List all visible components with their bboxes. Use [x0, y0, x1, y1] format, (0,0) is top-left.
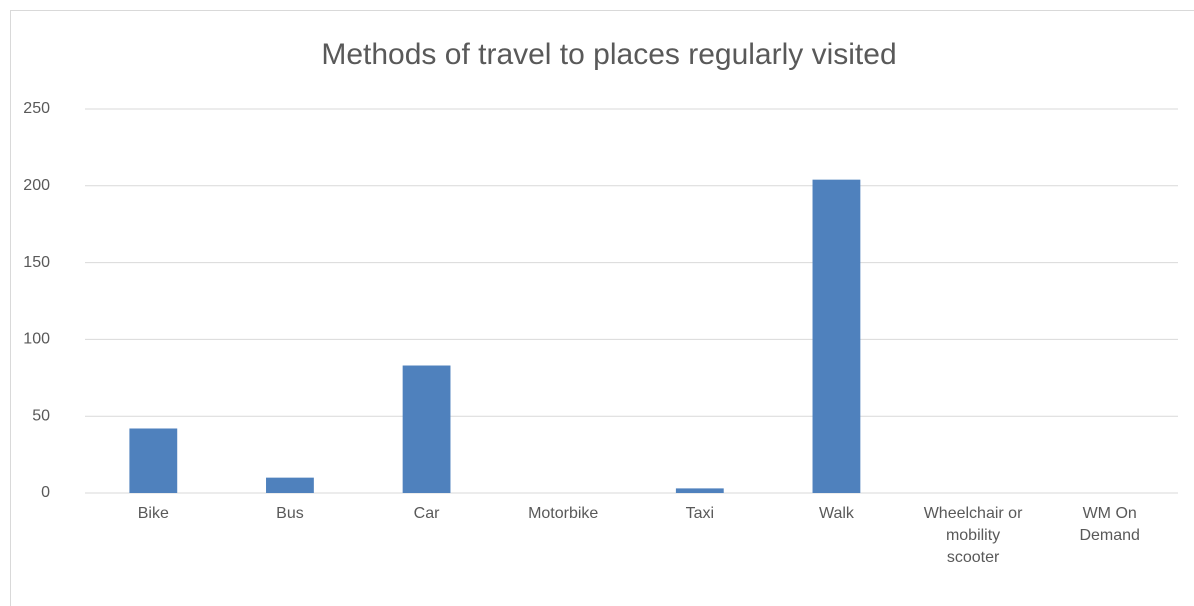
- bar: [129, 428, 178, 493]
- chart-border: [10, 10, 1194, 606]
- x-tick-label: Taxi: [685, 505, 715, 522]
- y-tick-label: 50: [32, 407, 50, 424]
- x-tick-label: Bike: [137, 505, 169, 522]
- x-tick-label: WM On Demand: [1079, 505, 1140, 544]
- y-tick-label: 150: [23, 254, 50, 271]
- x-tick-label: Motorbike: [528, 505, 599, 522]
- x-tick-label: Walk: [818, 505, 854, 522]
- bar: [812, 179, 861, 493]
- bar: [266, 477, 314, 493]
- x-tick-label: Bus: [276, 505, 304, 522]
- bar: [675, 488, 724, 493]
- y-tick-label: 0: [41, 484, 50, 501]
- bar: [402, 365, 451, 493]
- chart-title: Methods of travel to places regularly vi…: [321, 38, 896, 71]
- y-tick-label: 250: [23, 100, 50, 117]
- x-tick-label: Wheelchair or mobility scooter: [923, 505, 1023, 566]
- y-tick-label: 100: [23, 331, 50, 348]
- y-tick-label: 200: [23, 177, 50, 194]
- x-tick-label: Car: [413, 505, 440, 522]
